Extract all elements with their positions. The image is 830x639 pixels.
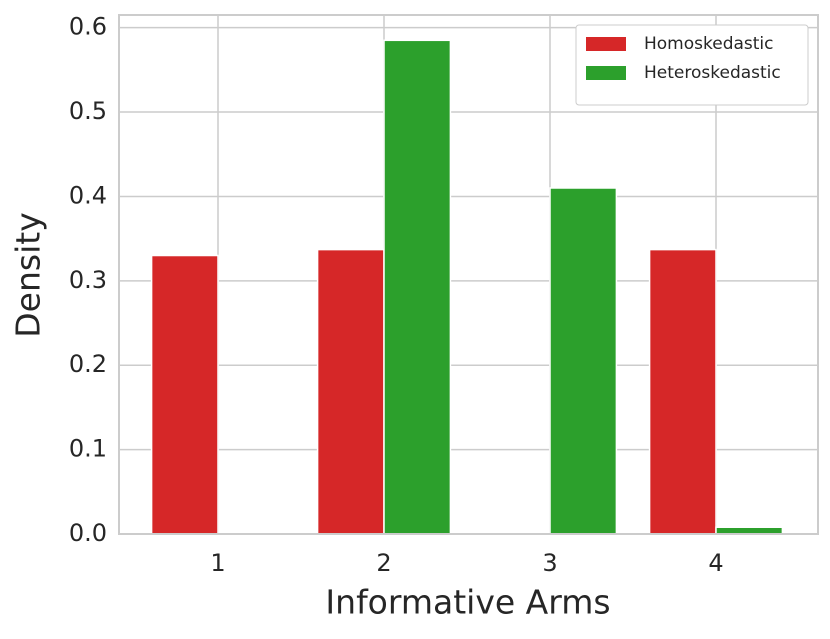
legend-label: Homoskedastic (644, 34, 774, 54)
x-tick-label: 1 (210, 549, 225, 577)
bar (715, 526, 784, 535)
x-axis-label: Informative Arms (325, 583, 610, 622)
y-tick-label: 0.0 (69, 519, 107, 547)
legend-box (575, 24, 809, 106)
legend: Homoskedastic Heteroskedastic (575, 24, 809, 106)
y-tick-label: 0.4 (69, 181, 107, 209)
x-tick-label: 4 (708, 549, 723, 577)
x-tick-label: 2 (376, 549, 391, 577)
y-tick-label: 0.3 (69, 266, 107, 294)
x-tick-label: 3 (542, 549, 557, 577)
legend-label: Heteroskedastic (644, 63, 781, 83)
y-tick-label: 0.1 (69, 435, 107, 463)
bar (150, 254, 219, 535)
bar (383, 39, 452, 535)
legend-swatch (586, 66, 626, 80)
y-tick-label: 0.6 (69, 13, 107, 41)
y-tick-label: 0.5 (69, 97, 107, 125)
y-tick-label: 0.2 (69, 350, 107, 378)
bar (648, 248, 717, 535)
y-axis-label: Density (9, 212, 48, 337)
plot-frame (118, 14, 819, 535)
bar (316, 248, 385, 535)
bar (549, 187, 618, 535)
legend-swatch (586, 37, 626, 51)
